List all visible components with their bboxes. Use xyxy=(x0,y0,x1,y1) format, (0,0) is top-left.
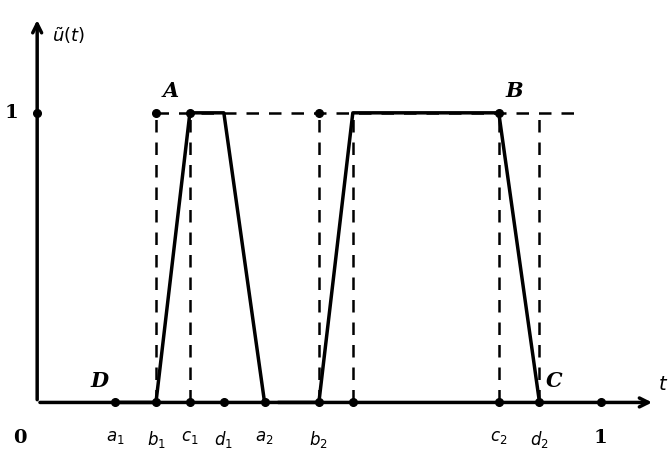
Text: $c_1$: $c_1$ xyxy=(181,429,199,446)
Text: $b_1$: $b_1$ xyxy=(146,429,165,449)
Text: $\tilde{u}(t)$: $\tilde{u}(t)$ xyxy=(52,26,85,46)
Text: B: B xyxy=(505,81,523,101)
Text: C: C xyxy=(546,371,563,391)
Text: $t$: $t$ xyxy=(659,376,669,394)
Text: $d_1$: $d_1$ xyxy=(214,429,233,449)
Text: $a_1$: $a_1$ xyxy=(106,429,124,446)
Text: D: D xyxy=(90,371,108,391)
Text: $c_2$: $c_2$ xyxy=(490,429,507,446)
Text: 1: 1 xyxy=(5,104,18,122)
Text: 1: 1 xyxy=(594,429,607,447)
Text: $d_2$: $d_2$ xyxy=(530,429,549,449)
Text: $a_2$: $a_2$ xyxy=(255,429,274,446)
Text: $b_2$: $b_2$ xyxy=(310,429,329,449)
Text: A: A xyxy=(163,81,179,101)
Text: 0: 0 xyxy=(13,429,27,447)
